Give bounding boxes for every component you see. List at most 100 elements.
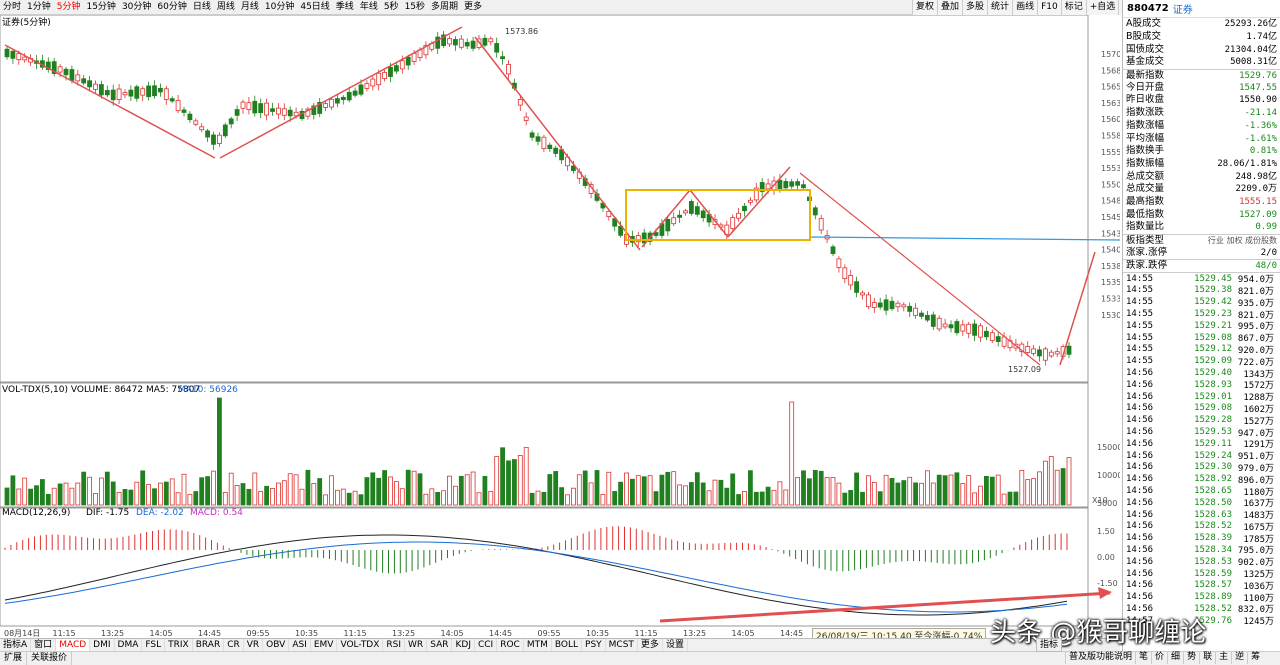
tick-t: 14:56 [1126,568,1154,579]
price-tick-label: 1553 [1101,164,1120,173]
timeframe-tab-10[interactable]: 45日线 [300,2,330,12]
bottom-tool-6[interactable]: 主 [1215,651,1231,664]
timeframe-tab-15[interactable]: 多周期 [431,2,459,12]
indicator-tab-13[interactable]: VOL-TDX [337,639,384,651]
index-name[interactable]: 证券 [1172,5,1193,16]
bottom-tool-7[interactable]: 逆 [1231,651,1247,664]
bottom-tool-2[interactable]: 价 [1151,651,1167,664]
timeframe-tab-3[interactable]: 15分钟 [86,2,116,12]
indicator-button[interactable]: 指标 [1036,638,1063,652]
tick-row: 14:55 1529.12 920.0万 [1123,344,1280,356]
timeframe-tab-7[interactable]: 周线 [216,2,235,12]
tool-button-1[interactable]: 叠加 [937,0,963,15]
kline-chart-area[interactable]: 证券(5分钟) 1570 1568 1565 1563 1560 1558 1555 1553… [0,15,1120,638]
volume-bar [836,482,842,506]
candle-body [700,210,706,219]
bottom-tool-0[interactable]: 普及版功能说明 [1065,651,1135,664]
timeframe-tab-2[interactable]: 5分钟 [56,2,81,12]
volume-bar [895,482,901,506]
tool-button-3[interactable]: 统计 [987,0,1013,15]
indicator-tab-25[interactable]: 设置 [663,639,688,651]
indicator-tab-7[interactable]: BRAR [193,639,225,651]
down-arrow-1 [4,44,216,159]
indicator-tab-20[interactable]: MTM [524,639,552,651]
bottom-tool-1[interactable]: 笔 [1135,651,1151,664]
volume-bar [913,482,918,506]
volume-bar [199,477,205,506]
candle-body [883,299,889,311]
arrow-head [1098,587,1112,599]
timeframe-tab-8[interactable]: 月线 [240,2,259,12]
indicator-tab-19[interactable]: ROC [497,639,524,651]
indicator-tab-3[interactable]: DMI [90,639,115,651]
candle-body [925,314,930,321]
indicator-tab-2[interactable]: MACD [56,639,91,651]
indicator-tab-14[interactable]: RSI [383,639,406,651]
indicator-tab-12[interactable]: EMV [311,639,338,651]
tool-button-0[interactable]: 复权 [912,0,938,15]
tick-p: 1528.65 [1194,485,1232,496]
candle-body [978,325,983,338]
timeframe-tab-6[interactable]: 日线 [192,2,211,12]
timeframe-tab-9[interactable]: 10分钟 [264,2,295,12]
timeframe-tab-5[interactable]: 60分钟 [157,2,187,12]
tool-button-5[interactable]: F10 [1037,0,1061,15]
indicator-tab-0[interactable]: 指标A [0,639,32,651]
volume-bar [801,470,806,506]
tick-row: 14:55 1529.38 821.0万 [1123,285,1280,297]
bottom-tool-5[interactable]: 联 [1199,651,1215,664]
tick-list[interactable]: 14:55 1529.45 954.0万 14:55 1529.38 821.0万 14:5… [1123,271,1280,627]
timeframe-tab-12[interactable]: 年线 [359,2,378,12]
bottom-tool-8[interactable]: 筹 [1247,651,1263,664]
indicator-tab-8[interactable]: CR [224,639,244,651]
indicator-tab-1[interactable]: 窗口 [31,639,57,651]
stat-row: 指数换手 0.81% [1123,145,1280,158]
tool-button-2[interactable]: 多股 [962,0,988,15]
bottom-tab-1[interactable]: 关联报价 [27,652,73,665]
tick-t: 14:56 [1126,379,1154,390]
macd-dif: DIF: -1.75 [86,508,129,518]
volume-bar [1001,493,1007,506]
tool-button-6[interactable]: 标记 [1060,0,1086,15]
stat-label: B股成交 [1126,31,1162,43]
volume-bar [181,473,187,506]
bottom-tool-3[interactable]: 细 [1167,651,1183,664]
tick-t: 14:55 [1126,344,1154,355]
stat-value: 1547.55 [1239,82,1277,93]
candle-body [270,108,275,112]
indicator-tab-22[interactable]: PSY [582,639,606,651]
macd-title: MACD(12,26,9) [2,508,70,518]
indicator-tab-21[interactable]: BOLL [552,639,583,651]
indicator-tab-9[interactable]: VR [244,639,264,651]
indicator-tab-6[interactable]: TRIX [165,639,193,651]
bottom-tool-4[interactable]: 势 [1183,651,1199,664]
volume-bar [193,491,199,506]
indicator-tab-5[interactable]: FSL [142,639,166,651]
volume-bar [919,482,924,506]
timeframe-tab-0[interactable]: 分时 [3,2,22,12]
indicator-tab-11[interactable]: ASI [289,639,311,651]
bottom-tab-0[interactable]: 扩展 [0,652,28,665]
tick-row: 14:56 1529.01 1288万 [1123,391,1280,404]
indicator-tab-16[interactable]: SAR [427,639,453,651]
time-axis: 08月14日 11:15 13:25 14:05 14:45 09:55 10:35 11:1… [4,629,852,638]
tool-button-7[interactable]: +自选 [1085,0,1119,15]
timeframe-tab-11[interactable]: 季线 [335,2,354,12]
timeframe-tab-16[interactable]: 更多 [464,2,483,12]
indicator-tab-18[interactable]: CCI [475,639,498,651]
candle-body [1037,349,1042,357]
price-tick-label: 1538 [1101,262,1120,271]
volume-bar [972,492,977,506]
indicator-tab-17[interactable]: KDJ [452,639,475,651]
tool-button-4[interactable]: 画线 [1012,0,1038,15]
timeframe-tab-13[interactable]: 5秒 [383,2,399,12]
timeframe-tab-14[interactable]: 15秒 [404,2,426,12]
tick-q: 1675万 [1243,522,1274,533]
indicator-tab-15[interactable]: WR [405,639,428,651]
indicator-tab-24[interactable]: 更多 [638,639,663,651]
indicator-tab-23[interactable]: MCST [606,639,638,651]
timeframe-tab-4[interactable]: 30分钟 [121,2,152,12]
timeframe-tab-1[interactable]: 1分钟 [27,2,51,12]
indicator-tab-4[interactable]: DMA [115,639,143,651]
indicator-tab-10[interactable]: OBV [263,639,290,651]
